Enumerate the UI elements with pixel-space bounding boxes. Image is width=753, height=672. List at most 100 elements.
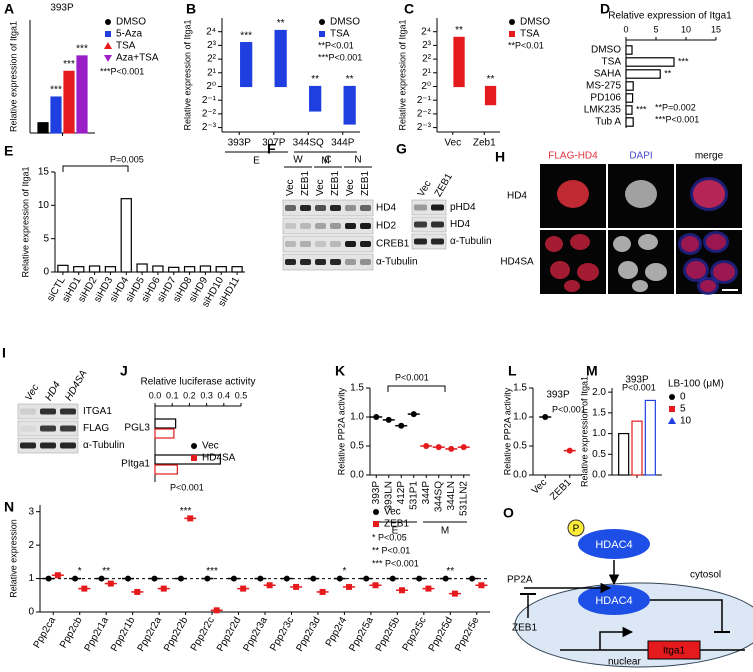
group-label: W — [293, 155, 303, 166]
x-tick-label: 393P — [228, 138, 252, 149]
bracket — [62, 165, 129, 172]
blot-band — [414, 221, 427, 228]
significance: ** — [455, 25, 463, 36]
bar — [618, 432, 630, 476]
x-tick-label: Ppp2r5a — [347, 615, 376, 654]
y-tick-label: 1 — [28, 573, 34, 584]
y-tick-label: 0.0 — [350, 470, 364, 481]
note: **P<0.01 — [318, 40, 354, 50]
y-axis-label: Relative expression of Itga1 — [397, 19, 407, 130]
x-tick-label: 344P — [331, 138, 355, 149]
x-tick-label: 15 — [711, 24, 721, 34]
blot-band — [414, 204, 427, 211]
y-tick-label: 0.0 — [592, 470, 606, 481]
group-label: M — [321, 156, 329, 167]
bar — [625, 45, 633, 55]
panel-letter: B — [186, 1, 196, 17]
x-tick-label: ZEB1 — [548, 477, 574, 503]
bar — [50, 96, 62, 134]
blot-band — [40, 408, 56, 415]
y-tick-label: 2² — [207, 54, 217, 65]
bar — [152, 265, 164, 273]
blot-band — [300, 259, 311, 265]
bar — [63, 70, 75, 134]
bar — [154, 428, 175, 439]
cell-blob — [693, 180, 725, 208]
hdac4-node — [578, 529, 650, 559]
y-tick-label: 2² — [422, 54, 432, 65]
chart-title: Relative expression of Itga1 — [608, 11, 732, 22]
lane-label: ZEB1 — [360, 171, 371, 196]
legend-marker — [319, 19, 325, 25]
group-label: C — [324, 155, 331, 166]
x-tick-label: Ppp2r2d — [215, 615, 243, 653]
chart-title: 393P — [50, 3, 74, 14]
blot-strip — [282, 253, 374, 271]
blot-band — [345, 223, 356, 229]
lane-label: Vec — [315, 179, 326, 196]
chart-title: Relative luciferase activity — [140, 377, 255, 388]
legend-label: TSA — [116, 41, 136, 52]
note: ***P<0.001 — [318, 52, 362, 62]
x-tick-label: 10 — [681, 24, 691, 34]
region-label: nuclear — [608, 657, 641, 668]
y-tick-label: 2⁻¹ — [202, 95, 217, 106]
cell-blob — [681, 236, 699, 252]
x-tick-label: Ppp2r5c — [401, 615, 429, 653]
blot-band — [360, 223, 371, 229]
legend-label: Aza+TSA — [116, 53, 159, 64]
y-tick-label: 2⁰ — [206, 81, 216, 92]
blot-band — [345, 205, 356, 211]
blot-band — [360, 259, 371, 265]
y-tick-label: 0 — [43, 267, 49, 278]
significance: *** — [206, 566, 218, 577]
x-tick-label: Ppp2r5e — [453, 615, 482, 654]
bar — [625, 117, 634, 127]
gene-box — [647, 640, 701, 660]
y-tick-label: PGL3 — [124, 423, 150, 434]
lane-label: ZEB1 — [433, 171, 455, 199]
bar — [625, 69, 661, 79]
node-label: HDAC4 — [595, 595, 632, 607]
panel-letter: G — [396, 141, 407, 157]
y-tick-label: 2³ — [422, 40, 432, 51]
blot-strip — [411, 216, 447, 233]
bar — [631, 420, 643, 476]
x-tick-label: Vec — [444, 138, 461, 149]
cell-blob — [713, 263, 735, 281]
cell-blob — [686, 261, 706, 279]
legend-label: DMSO — [330, 17, 360, 28]
x-tick-label: Ppp2r5b — [374, 615, 403, 654]
blot-band — [360, 241, 371, 247]
legend-label: DMSO — [520, 17, 550, 28]
blot-band — [20, 442, 36, 449]
blot-band — [300, 205, 311, 211]
bar — [309, 85, 322, 112]
blot-band — [330, 259, 341, 265]
legend-label: Vec — [384, 507, 401, 518]
x-tick-label: 344SQ — [293, 138, 324, 149]
bar — [37, 122, 49, 134]
x-tick-label: Ppp2r2b — [162, 615, 191, 654]
y-tick-label: 2³ — [207, 40, 217, 51]
bar — [199, 265, 212, 273]
blot-band — [330, 241, 341, 247]
row-label: CREB1 — [376, 239, 410, 250]
bar — [274, 29, 287, 88]
legend-label: DMSO — [116, 17, 146, 28]
y-axis-label: Relative expression of Itga1 — [579, 376, 589, 487]
panel-letter: L — [508, 363, 517, 379]
group-label: N — [354, 155, 361, 166]
y-tick-label: DMSO — [591, 45, 621, 56]
bar — [136, 263, 148, 273]
y-tick-label: 0.5 — [350, 441, 364, 452]
blot-strip — [282, 199, 374, 217]
blot-band — [285, 241, 296, 247]
panel-letter: E — [4, 143, 13, 159]
note: P<0.001 — [552, 404, 586, 414]
panel-letter: K — [335, 363, 345, 379]
y-axis-label: Relative expression — [8, 519, 18, 598]
blot-strip — [282, 217, 374, 235]
blot-band — [431, 221, 444, 228]
blot-strip — [411, 233, 447, 250]
